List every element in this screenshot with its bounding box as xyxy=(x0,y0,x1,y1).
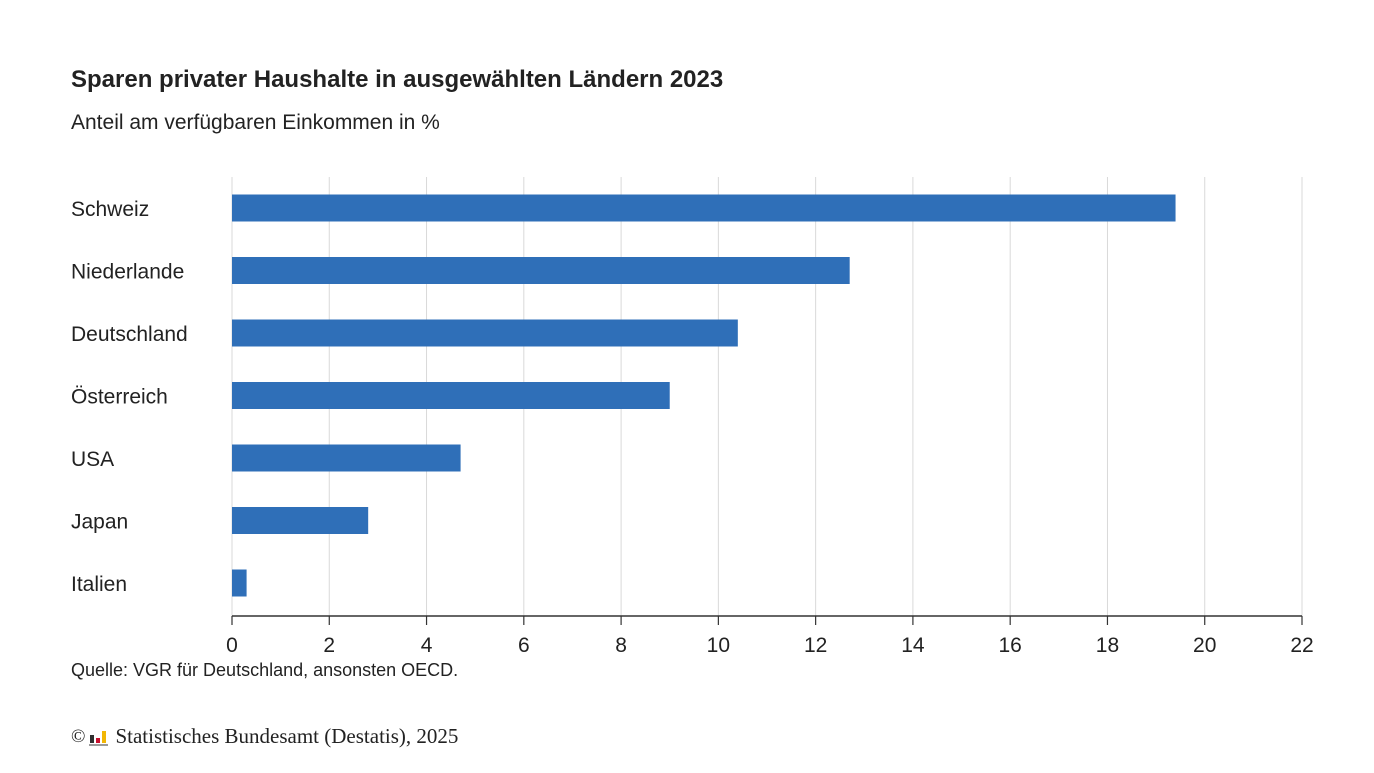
bar-1 xyxy=(232,257,850,284)
bar-3 xyxy=(232,382,670,409)
chart-title: Sparen privater Haushalte in ausgewählte… xyxy=(71,66,724,93)
footer: © Statistisches Bundesamt (Destatis), 20… xyxy=(71,724,458,749)
x-tick-label-6: 12 xyxy=(804,634,827,657)
x-tick-label-3: 6 xyxy=(518,634,530,657)
source-note: Quelle: VGR für Deutschland, ansonsten O… xyxy=(71,660,459,680)
x-tick-label-4: 8 xyxy=(615,634,627,657)
category-label-3: Österreich xyxy=(71,386,168,409)
copyright-symbol: © xyxy=(71,725,86,747)
bar-2 xyxy=(232,319,738,347)
x-tick-label-2: 4 xyxy=(421,634,433,657)
category-label-5: Japan xyxy=(71,511,128,534)
bar-6 xyxy=(232,569,247,597)
bar-4 xyxy=(232,444,461,472)
bar-chart: Schweiz Niederlande Deutschland Österreich U… xyxy=(71,177,1314,657)
x-tick-label-10: 20 xyxy=(1193,634,1216,657)
x-tick-label-0: 0 xyxy=(226,634,238,657)
x-tick-label-8: 16 xyxy=(999,634,1022,657)
category-label-1: Niederlande xyxy=(71,261,184,284)
bar-0 xyxy=(232,194,1176,222)
category-label-2: Deutschland xyxy=(71,323,188,346)
category-label-0: Schweiz xyxy=(71,198,149,221)
bar-5 xyxy=(232,507,369,534)
category-label-6: Italien xyxy=(71,573,127,596)
footer-text: Statistisches Bundesamt (Destatis), 2025 xyxy=(115,724,459,748)
x-tick-label-11: 22 xyxy=(1290,634,1313,657)
chart-subtitle: Anteil am verfügbaren Einkommen in % xyxy=(71,111,440,134)
x-tick-label-7: 14 xyxy=(901,634,925,657)
x-tick-label-1: 2 xyxy=(323,634,335,657)
category-label-4: USA xyxy=(71,448,114,471)
destatis-logo-icon xyxy=(89,730,109,746)
x-tick-label-5: 10 xyxy=(707,634,730,657)
x-tick-label-9: 18 xyxy=(1096,634,1119,657)
